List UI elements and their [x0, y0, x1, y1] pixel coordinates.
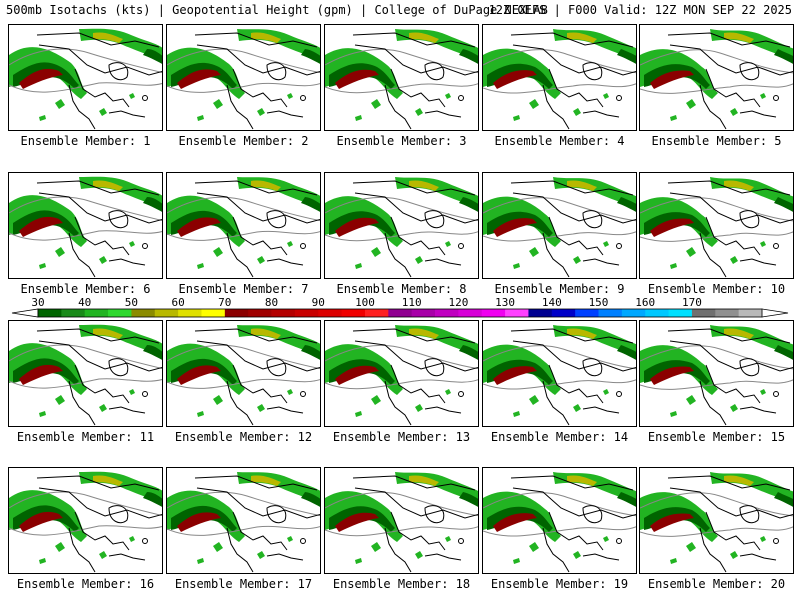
colorbar-swatch [458, 309, 483, 317]
colorbar-swatch [435, 309, 459, 317]
ensemble-map [8, 320, 163, 427]
plot-title: 500mb Isotachs (kts) | Geopotential Heig… [6, 3, 548, 17]
colorbar-swatch [621, 309, 646, 317]
ensemble-member-label: Ensemble Member: 5 [651, 134, 782, 148]
ensemble-member-label: Ensemble Member: 4 [494, 134, 625, 148]
ensemble-map [8, 24, 163, 131]
colorbar-swatch [364, 309, 389, 317]
colorbar-swatch [551, 309, 576, 317]
ensemble-map [324, 320, 479, 427]
ensemble-member-label: Ensemble Member: 15 [647, 430, 786, 444]
colorbar-tick-label: 60 [171, 296, 184, 309]
ensemble-member-label: Ensemble Member: 16 [16, 577, 155, 591]
colorbar-swatch [505, 309, 529, 317]
colorbar-swatch [108, 309, 132, 317]
colorbar-swatch [318, 309, 343, 317]
ensemble-member-label: Ensemble Member: 9 [494, 282, 625, 296]
colorbar-tick-label: 80 [265, 296, 278, 309]
colorbar-swatch [598, 309, 623, 317]
ensemble-map [8, 172, 163, 279]
ensemble-member-label: Ensemble Member: 3 [336, 134, 467, 148]
colorbar-swatch [691, 309, 716, 317]
ensemble-map [482, 24, 637, 131]
colorbar-tick-label: 50 [125, 296, 138, 309]
ensemble-member-label: Ensemble Member: 8 [336, 282, 467, 296]
colorbar-swatch [388, 309, 413, 317]
ensemble-member-label: Ensemble Member: 19 [490, 577, 629, 591]
ensemble-map [482, 467, 637, 574]
colorbar-swatch [738, 309, 763, 317]
colorbar-left-arrow [11, 308, 39, 318]
colorbar-swatch [294, 309, 319, 317]
ensemble-member-label: Ensemble Member: 12 [174, 430, 313, 444]
ensemble-map [166, 467, 321, 574]
ensemble-map [166, 24, 321, 131]
ensemble-map [166, 172, 321, 279]
ensemble-member-label: Ensemble Member: 20 [647, 577, 786, 591]
colorbar-tick-label: 40 [78, 296, 91, 309]
ensemble-member-label: Ensemble Member: 17 [174, 577, 313, 591]
colorbar-swatch [715, 309, 740, 317]
ensemble-map [166, 320, 321, 427]
ensemble-member-label: Ensemble Member: 1 [20, 134, 151, 148]
ensemble-map [324, 24, 479, 131]
ensemble-map [639, 320, 794, 427]
colorbar-swatch [528, 309, 553, 317]
ensemble-map [8, 467, 163, 574]
colorbar-swatch [201, 309, 226, 317]
ensemble-member-label: Ensemble Member: 11 [16, 430, 155, 444]
ensemble-member-label: Ensemble Member: 18 [332, 577, 471, 591]
colorbar-tick-label: 150 [589, 296, 609, 309]
colorbar-swatch [341, 309, 366, 317]
colorbar-swatch [645, 309, 669, 317]
valid-time: 12Z GEFS | F000 Valid: 12Z MON SEP 22 20… [488, 3, 792, 17]
ensemble-map [639, 172, 794, 279]
ensemble-member-label: Ensemble Member: 10 [647, 282, 786, 296]
colorbar-tick-label: 70 [218, 296, 231, 309]
colorbar-swatch [575, 309, 599, 317]
ensemble-map [639, 467, 794, 574]
colorbar-swatch [131, 309, 156, 317]
colorbar-swatch [481, 309, 506, 317]
ensemble-member-label: Ensemble Member: 14 [490, 430, 629, 444]
colorbar-tick-label: 30 [31, 296, 44, 309]
colorbar-swatch [154, 309, 179, 317]
colorbar-tick-label: 100 [355, 296, 375, 309]
colorbar-tick-label: 110 [402, 296, 422, 309]
ensemble-member-label: Ensemble Member: 7 [178, 282, 309, 296]
colorbar-swatch [84, 309, 109, 317]
ensemble-map [639, 24, 794, 131]
colorbar-tick-label: 90 [312, 296, 325, 309]
ensemble-map [482, 320, 637, 427]
ensemble-map [324, 467, 479, 574]
ensemble-member-label: Ensemble Member: 6 [20, 282, 151, 296]
ensemble-map [482, 172, 637, 279]
colorbar-swatch [38, 309, 62, 317]
colorbar-swatch [411, 309, 436, 317]
colorbar-right-arrow [761, 308, 789, 318]
colorbar-swatch [178, 309, 202, 317]
colorbar-swatch [61, 309, 86, 317]
colorbar-swatch [248, 309, 272, 317]
colorbar-tick-label: 160 [635, 296, 655, 309]
colorbar-swatch [224, 309, 249, 317]
ensemble-map [324, 172, 479, 279]
colorbar-tick-label: 120 [448, 296, 468, 309]
colorbar-swatch [668, 309, 693, 317]
ensemble-member-label: Ensemble Member: 13 [332, 430, 471, 444]
colorbar-tick-label: 170 [682, 296, 702, 309]
colorbar-tick-label: 130 [495, 296, 515, 309]
colorbar-tick-label: 140 [542, 296, 562, 309]
ensemble-member-label: Ensemble Member: 2 [178, 134, 309, 148]
isotach-colorbar: 30 40 50 60 70 80 90 100 110 120 130 140 150 160 170 [11, 296, 789, 318]
colorbar-swatch [271, 309, 296, 317]
